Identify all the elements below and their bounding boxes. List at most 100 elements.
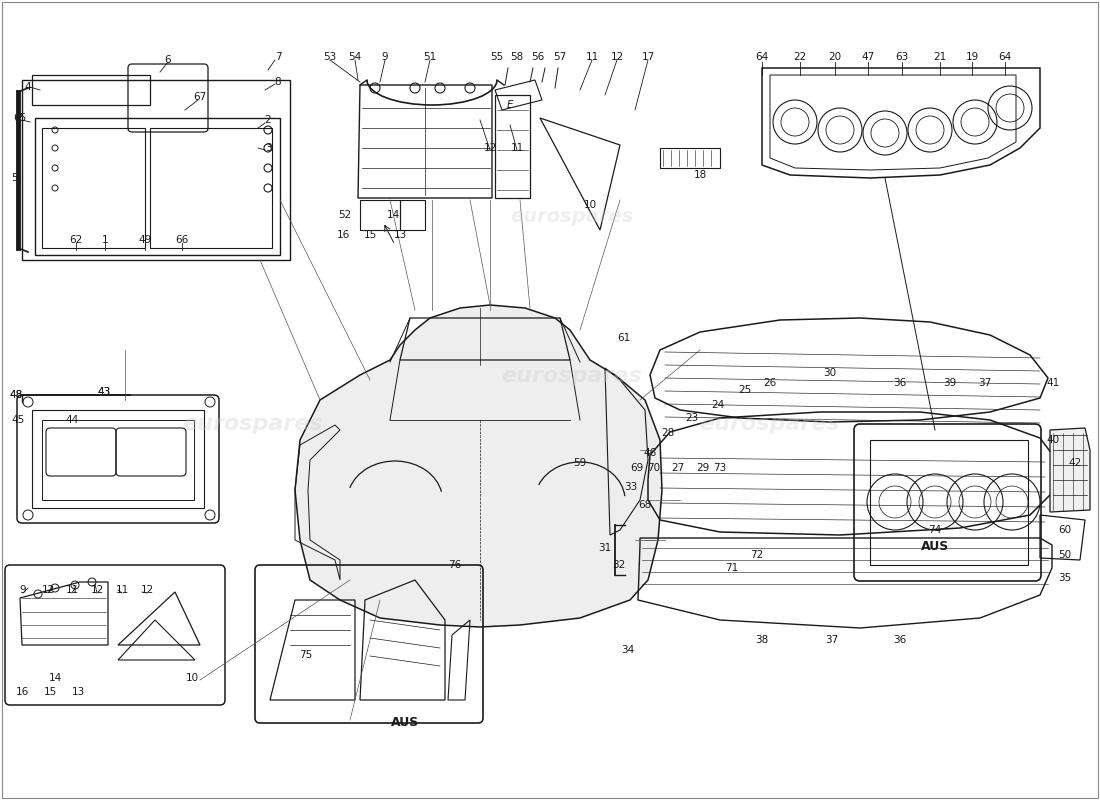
Text: 76: 76 [449, 560, 462, 570]
Text: 36: 36 [893, 378, 906, 388]
Polygon shape [295, 305, 662, 627]
Text: 52: 52 [339, 210, 352, 220]
Text: 69: 69 [630, 463, 644, 473]
Bar [42, 420, 194, 500]
Text: 2: 2 [265, 115, 272, 125]
Text: 51: 51 [424, 52, 437, 62]
Text: 16: 16 [15, 687, 29, 697]
Text: eurospares: eurospares [510, 206, 634, 226]
Text: 19: 19 [966, 52, 979, 62]
Text: 75: 75 [299, 650, 312, 660]
Text: AUS: AUS [390, 715, 419, 729]
Text: 9: 9 [382, 52, 388, 62]
Text: 3: 3 [265, 143, 272, 153]
Text: 60: 60 [1058, 525, 1071, 535]
Text: 5: 5 [11, 173, 18, 183]
Text: 22: 22 [793, 52, 806, 62]
Text: 36: 36 [893, 635, 906, 645]
Text: 16: 16 [337, 230, 350, 240]
Text: 64: 64 [756, 52, 769, 62]
Text: 49: 49 [139, 235, 152, 245]
Text: 13: 13 [72, 687, 85, 697]
Text: 12: 12 [483, 143, 496, 153]
Text: 50: 50 [1058, 550, 1071, 560]
Text: 27: 27 [671, 463, 684, 473]
Text: 37: 37 [825, 635, 838, 645]
Text: 41: 41 [1046, 378, 1059, 388]
Text: 12: 12 [610, 52, 624, 62]
Text: 25: 25 [738, 385, 751, 395]
Text: 11: 11 [510, 143, 524, 153]
Text: 21: 21 [934, 52, 947, 62]
Text: 29: 29 [696, 463, 710, 473]
Text: 13: 13 [394, 230, 407, 240]
Text: 57: 57 [553, 52, 566, 62]
Text: 73: 73 [714, 463, 727, 473]
Text: 31: 31 [598, 543, 612, 553]
Polygon shape [1050, 428, 1090, 512]
Text: 44: 44 [65, 415, 78, 425]
Text: 42: 42 [1068, 458, 1081, 468]
Text: 23: 23 [685, 413, 698, 423]
Text: 55: 55 [491, 52, 504, 62]
Text: 34: 34 [621, 645, 635, 655]
Text: 72: 72 [750, 550, 763, 560]
Text: eurospares: eurospares [183, 414, 323, 434]
Text: 74: 74 [928, 525, 942, 535]
Text: 56: 56 [531, 52, 544, 62]
Text: 15: 15 [363, 230, 376, 240]
Text: 30: 30 [824, 368, 837, 378]
Text: 33: 33 [625, 482, 638, 492]
Text: 12: 12 [141, 585, 154, 595]
Text: 58: 58 [510, 52, 524, 62]
Text: 14: 14 [48, 673, 62, 683]
Text: 6: 6 [165, 55, 172, 65]
Text: 67: 67 [194, 92, 207, 102]
Text: 63: 63 [895, 52, 909, 62]
Text: 10: 10 [186, 673, 199, 683]
Text: 47: 47 [861, 52, 875, 62]
Text: 24: 24 [712, 400, 725, 410]
Text: 37: 37 [978, 378, 991, 388]
Text: 17: 17 [641, 52, 654, 62]
Text: 38: 38 [756, 635, 769, 645]
Text: 46: 46 [644, 448, 657, 458]
Text: eurospares: eurospares [700, 414, 840, 434]
Text: 71: 71 [725, 563, 738, 573]
Text: E: E [507, 100, 514, 110]
Text: 20: 20 [828, 52, 842, 62]
Text: 11: 11 [116, 585, 129, 595]
Text: 11: 11 [585, 52, 598, 62]
Text: 43: 43 [98, 387, 111, 397]
Text: 26: 26 [763, 378, 777, 388]
Text: 48: 48 [10, 390, 23, 400]
Text: 32: 32 [613, 560, 626, 570]
Bar [400, 200, 425, 230]
Text: 70: 70 [648, 463, 661, 473]
Text: 8: 8 [275, 77, 282, 87]
Text: 59: 59 [573, 458, 586, 468]
Text: 1: 1 [101, 235, 108, 245]
Text: 40: 40 [1046, 435, 1059, 445]
Text: 65: 65 [13, 113, 26, 123]
Text: 12: 12 [90, 585, 103, 595]
Text: 39: 39 [944, 378, 957, 388]
Text: 61: 61 [617, 333, 630, 343]
Bar [32, 410, 204, 508]
Text: 54: 54 [349, 52, 362, 62]
Text: 64: 64 [999, 52, 1012, 62]
Text: 15: 15 [43, 687, 56, 697]
Text: 28: 28 [661, 428, 674, 438]
Text: 68: 68 [638, 500, 651, 510]
Text: eurospares: eurospares [502, 366, 642, 386]
Text: 14: 14 [386, 210, 399, 220]
Text: 35: 35 [1058, 573, 1071, 583]
Text: 9: 9 [20, 585, 26, 595]
Text: 53: 53 [323, 52, 337, 62]
Text: 18: 18 [693, 170, 706, 180]
Text: 62: 62 [69, 235, 82, 245]
Text: 7: 7 [275, 52, 282, 62]
Text: 12: 12 [42, 585, 55, 595]
Text: 10: 10 [583, 200, 596, 210]
Text: AUS: AUS [921, 541, 949, 554]
